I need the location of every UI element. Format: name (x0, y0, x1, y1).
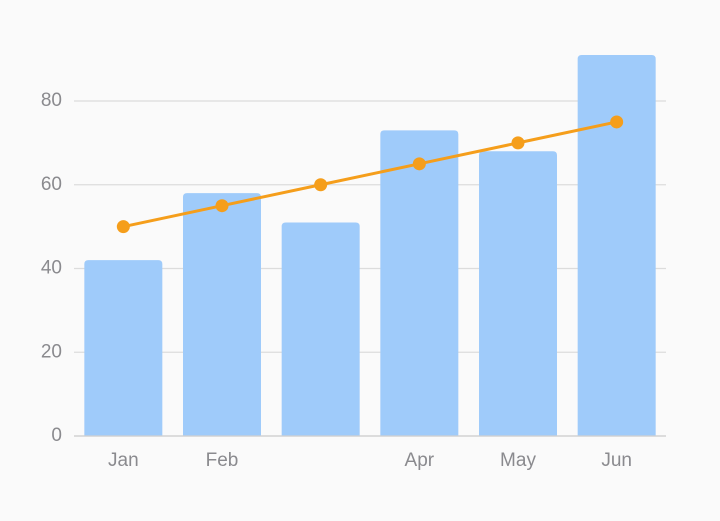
bar (380, 130, 459, 436)
bar (84, 260, 163, 436)
x-tick-label: Feb (206, 450, 239, 471)
line (123, 120, 617, 229)
y-tick-label: 20 (41, 341, 62, 362)
bar (577, 54, 656, 436)
point (610, 115, 624, 129)
bar (281, 222, 360, 436)
point (412, 157, 426, 171)
x-tick-label: Jan (108, 450, 139, 471)
point (116, 220, 130, 234)
point (511, 136, 525, 150)
y-tick-label: 0 (51, 425, 62, 446)
point (314, 178, 328, 192)
bar (183, 193, 261, 436)
y-tick-label: 40 (41, 258, 62, 279)
y-tick-label: 60 (41, 174, 62, 195)
x-tick-label: May (500, 450, 536, 471)
bar (479, 151, 557, 436)
point (215, 199, 229, 213)
y-tick-label: 80 (41, 90, 62, 111)
x-tick-label: Apr (405, 450, 435, 471)
x-tick-label: Jun (601, 450, 632, 471)
